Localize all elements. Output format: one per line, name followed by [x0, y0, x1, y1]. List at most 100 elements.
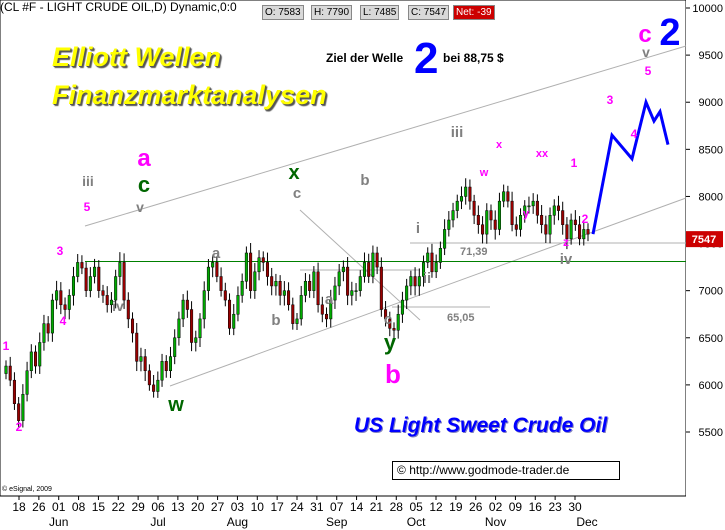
candle-body [291, 304, 295, 324]
trend-line [169, 197, 687, 387]
wave-label: x [288, 162, 299, 184]
candle-body [476, 215, 480, 225]
candle-body [76, 262, 80, 277]
candle-body [320, 304, 324, 315]
candle-body [152, 384, 156, 392]
y-axis-panel [686, 0, 725, 530]
candle-body [173, 337, 177, 357]
candle-body [118, 262, 122, 277]
candle-body [139, 356, 143, 362]
candle-body [93, 266, 97, 277]
candle-body [443, 229, 447, 249]
candle-body [194, 337, 198, 343]
candle-body [274, 280, 278, 287]
candle-body [379, 266, 383, 310]
candle-body [569, 219, 573, 240]
candle-body [510, 200, 514, 225]
x-tick-label: 13 [171, 500, 185, 514]
candle-body [206, 266, 210, 291]
candle-body [472, 200, 476, 216]
url-text[interactable]: http://www.godmode-trader.de [409, 463, 570, 477]
candle-body [223, 290, 227, 301]
candle-body [131, 318, 135, 334]
candle-body [358, 276, 362, 291]
candle-body [12, 379, 16, 404]
candle-body [531, 200, 535, 207]
candle-body [156, 379, 160, 392]
candle-body [122, 262, 126, 301]
x-month-label: Nov [485, 515, 506, 529]
wave-label: 1 [3, 339, 10, 353]
candle-body [565, 224, 569, 240]
quote-net: Net: -39 [453, 5, 495, 20]
x-tick-label: 12 [429, 500, 443, 514]
candle-body [451, 210, 455, 221]
candle-body [422, 262, 426, 277]
candle-body [8, 365, 12, 381]
y-tick-label: 9000 [699, 97, 723, 109]
candle-body [400, 299, 404, 315]
candle-body [586, 229, 590, 235]
candle-body [384, 309, 388, 320]
candle-body [434, 262, 438, 273]
candle-body [303, 280, 307, 296]
x-tick-label: 19 [449, 500, 463, 514]
candle-body [236, 295, 240, 315]
candle-body [346, 266, 350, 296]
candle-body [502, 191, 506, 202]
candle-body [333, 285, 337, 301]
candle-body [561, 210, 565, 225]
candle-body [228, 299, 232, 329]
x-tick-label: 15 [92, 500, 106, 514]
wave-label: b [385, 359, 401, 389]
wave-label: 4 [631, 127, 638, 141]
candle-body [211, 262, 215, 268]
esignal-credit: © eSignal, 2009 [2, 486, 52, 493]
candle-body [105, 295, 109, 306]
y-tick-label: 6000 [699, 380, 723, 392]
candle-body [50, 299, 54, 334]
y-tick-label: 5500 [699, 427, 723, 439]
candle-body [261, 257, 265, 263]
wave-label: z [563, 235, 569, 249]
candle-body [337, 271, 341, 287]
wave-label: v [642, 44, 650, 60]
target-text-left: Ziel der Welle [326, 51, 404, 65]
wave-label: a [325, 291, 334, 308]
candle-body [582, 229, 586, 240]
x-tick-label: 05 [409, 500, 423, 514]
y-tick-label: 7000 [699, 286, 723, 298]
y-tick-label: 6500 [699, 333, 723, 345]
candle-body [55, 290, 59, 301]
wave-label: x [496, 139, 503, 151]
wave-label: iii [82, 173, 94, 189]
chart-title: (CL #F - LIGHT CRUDE OIL,D) Dynamic,0:0 [0, 0, 237, 14]
x-month-label: Jul [150, 515, 165, 529]
x-tick-label: 21 [370, 500, 384, 514]
candle-body [88, 276, 92, 291]
candle-body [367, 262, 371, 277]
candle-body [135, 332, 139, 362]
candle-body [430, 252, 434, 273]
candle-body [316, 271, 320, 306]
wave-label: 2 [16, 420, 23, 434]
wave-label: iii [451, 124, 464, 141]
candle-body [325, 313, 329, 320]
wave-label: i [416, 220, 420, 237]
candle-body [354, 290, 358, 292]
wave-label: y [384, 330, 397, 355]
candle-body [164, 361, 168, 372]
candle-body [253, 271, 257, 291]
candle-body [80, 262, 84, 269]
quote-open: O: 7583 [262, 5, 304, 20]
candle-body [312, 271, 316, 291]
url-box[interactable]: © http://www.godmode-trader.de [392, 461, 620, 480]
wave-label: w [479, 167, 489, 179]
candle-body [493, 219, 497, 230]
candle-body [282, 290, 286, 296]
candle-body [84, 267, 88, 291]
candle-body [556, 205, 560, 211]
candle-body [101, 290, 105, 296]
candle-body [417, 276, 421, 287]
